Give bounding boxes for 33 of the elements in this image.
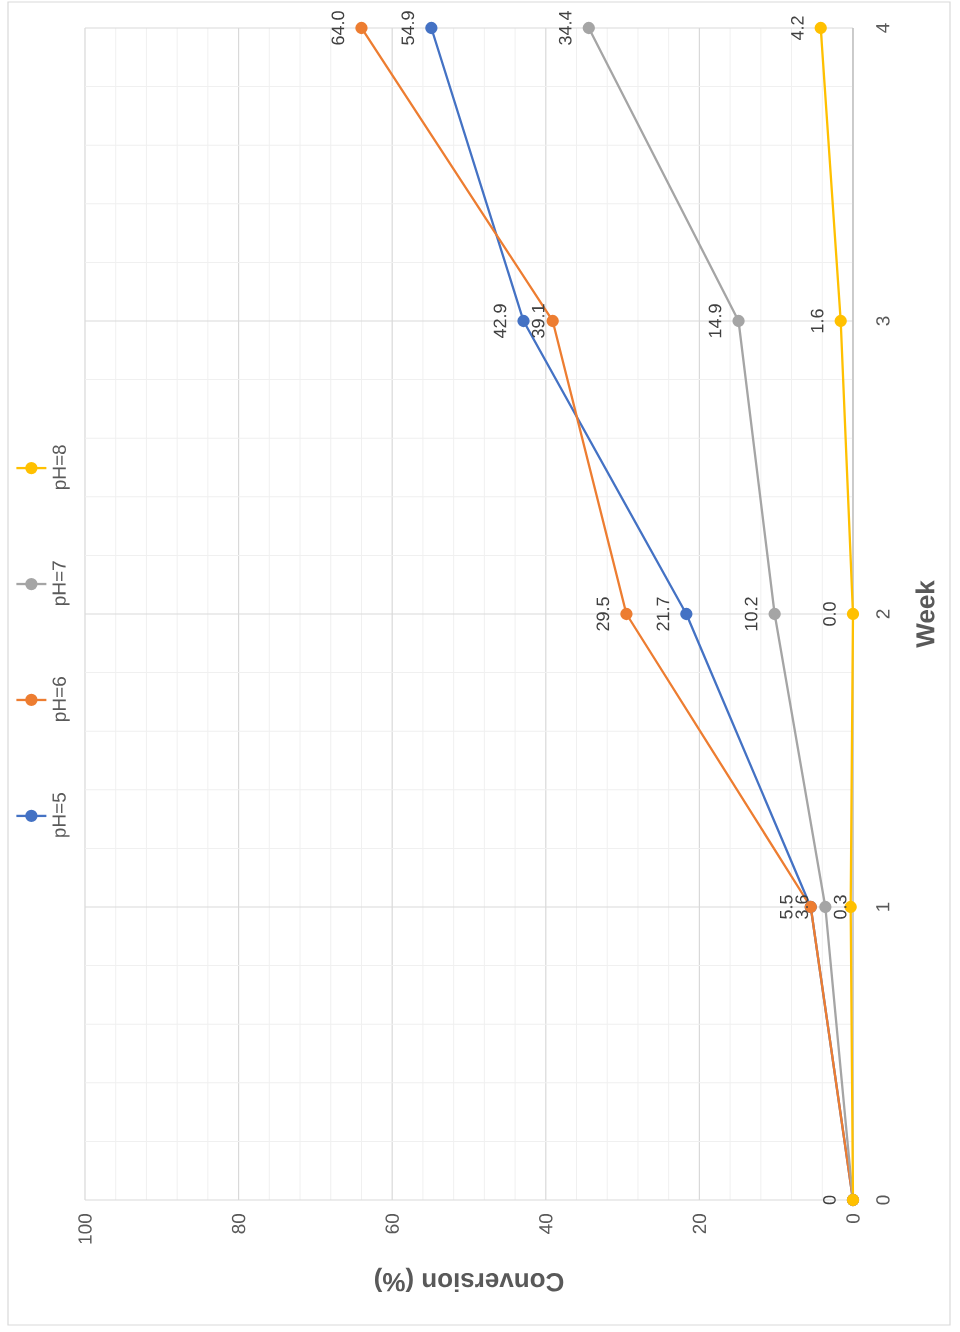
- data-label: 1.6: [810, 309, 824, 333]
- data-label: 54.9: [401, 11, 415, 45]
- x-tick-label: 100: [78, 1213, 92, 1244]
- data-label: 42.9: [493, 304, 507, 339]
- x-tick-label: 40: [539, 1213, 553, 1234]
- legend-label: pH=7: [52, 561, 70, 606]
- legend-label: pH=8: [52, 445, 70, 490]
- data-label: 14.9: [708, 304, 722, 338]
- data-label: 0.3: [833, 895, 847, 919]
- legend-label: pH=6: [52, 677, 70, 721]
- y-tick-label: 4: [876, 23, 890, 33]
- x-tick-label: 60: [385, 1213, 399, 1234]
- data-label: 5.5: [779, 895, 793, 919]
- y-tick-label: 0: [876, 1195, 890, 1205]
- y-tick-label: 3: [876, 316, 890, 326]
- x-tick-label: 0: [846, 1213, 860, 1224]
- y-tick-label: 1: [876, 902, 890, 911]
- legend-label: pH=5: [52, 793, 70, 837]
- x-tick-label: 20: [692, 1213, 707, 1234]
- data-label: 4.2: [790, 16, 804, 41]
- data-label: 0: [823, 1195, 836, 1205]
- x-tick-label: 80: [231, 1213, 246, 1234]
- data-label: 34.4: [558, 11, 572, 45]
- x-axis-title: Conversion (%): [374, 1267, 564, 1293]
- data-label: 64.0: [331, 11, 345, 45]
- data-label: 21.7: [656, 597, 670, 631]
- data-label: 0.0: [823, 602, 836, 626]
- data-label: 10.2: [744, 597, 758, 631]
- data-label: 29.5: [596, 597, 610, 631]
- data-label: 39.1: [531, 304, 545, 338]
- y-axis-title: Week: [915, 580, 935, 648]
- y-tick-label: 2: [876, 609, 890, 619]
- data-label: 3.6: [795, 895, 809, 919]
